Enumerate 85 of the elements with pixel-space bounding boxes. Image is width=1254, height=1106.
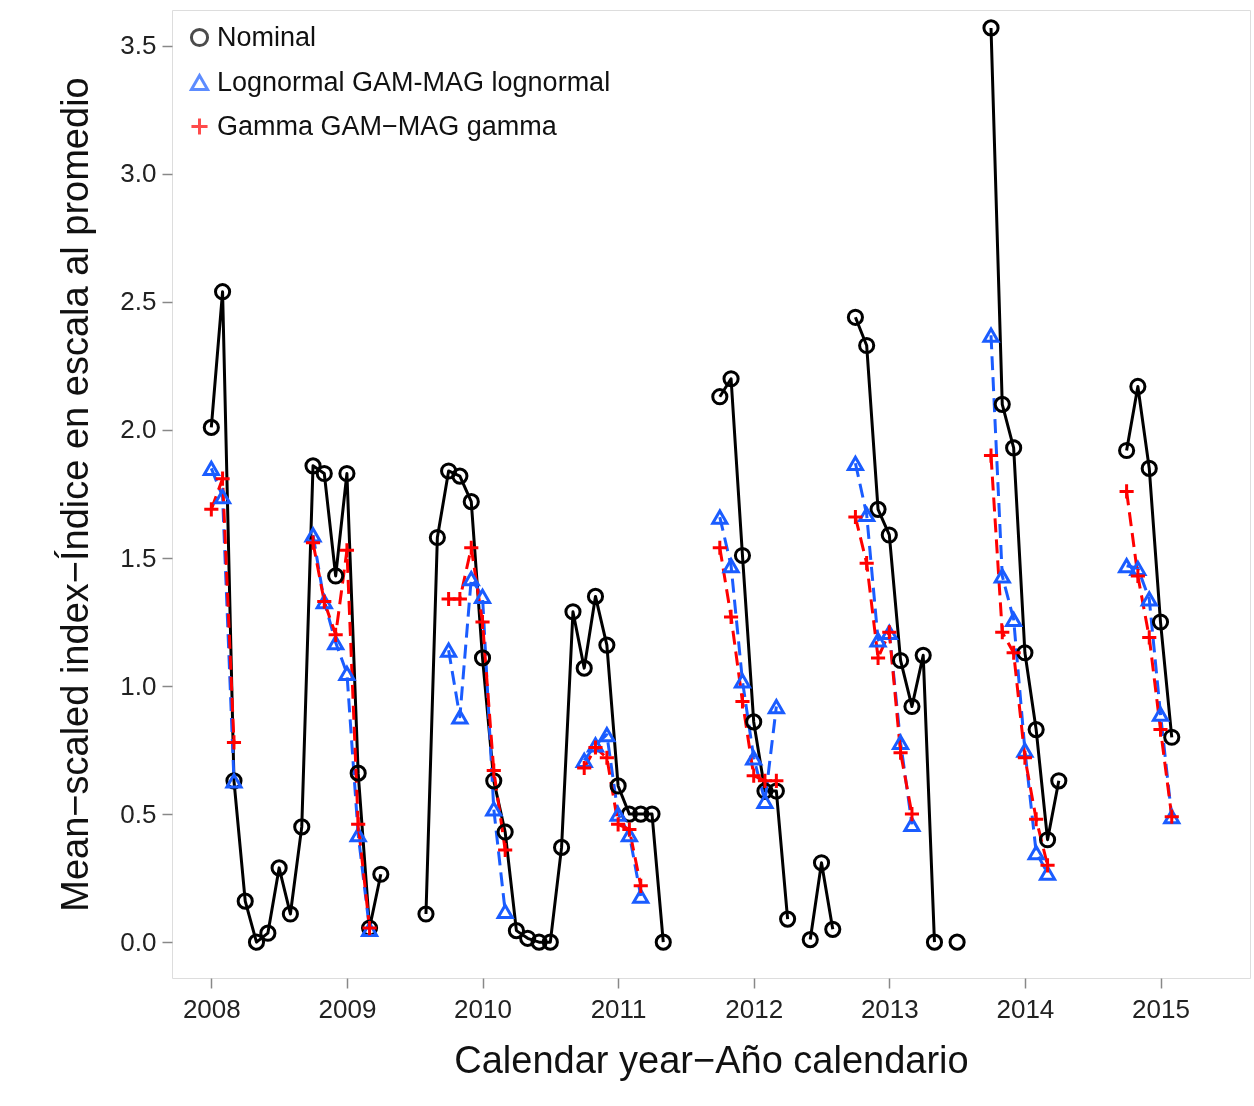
point (846, 455, 864, 471)
point (202, 460, 220, 477)
legend-label: Gamma GAM−MAG gamma (217, 110, 558, 141)
point (473, 588, 492, 605)
point (733, 673, 752, 689)
point (1129, 567, 1147, 585)
point (1038, 856, 1057, 874)
x-tick-label: 2015 (1132, 993, 1190, 1024)
point (598, 727, 616, 743)
point (214, 488, 232, 505)
point (1151, 721, 1170, 739)
point (214, 470, 232, 488)
point (711, 509, 729, 525)
point (440, 642, 458, 658)
y-tick-label: 0.0 (120, 926, 157, 957)
point (451, 590, 469, 608)
point (338, 665, 356, 681)
point (993, 568, 1011, 584)
point (473, 613, 492, 631)
legend-label: Lognormal GAM-MAG lognormal (217, 66, 611, 97)
point (722, 608, 740, 626)
point (903, 805, 921, 823)
point (767, 772, 785, 790)
point (733, 692, 752, 710)
x-axis-title: Calendar year−Año calendario (454, 1038, 969, 1081)
point (462, 570, 480, 587)
x-tick-label: 2010 (454, 993, 512, 1024)
point (451, 709, 469, 725)
point (496, 903, 514, 920)
point (745, 750, 763, 766)
point (858, 506, 876, 523)
x-tick-label: 2014 (996, 993, 1055, 1024)
point (202, 500, 220, 518)
point (891, 734, 910, 751)
y-tick-label: 3.0 (120, 158, 157, 189)
point (598, 749, 616, 767)
point (869, 632, 887, 648)
point (982, 327, 1000, 343)
y-tick-label: 1.5 (120, 542, 157, 573)
point (982, 447, 1000, 465)
y-tick-label: 1.0 (120, 670, 157, 701)
point (1140, 591, 1158, 607)
point (1005, 611, 1023, 628)
point (225, 733, 243, 751)
x-tick-label: 2012 (725, 993, 784, 1024)
point (462, 539, 480, 557)
y-tick-label: 3.5 (120, 30, 157, 61)
x-tick-label: 2013 (860, 993, 919, 1024)
point (327, 626, 345, 644)
point (1027, 810, 1045, 828)
point (485, 762, 503, 780)
point (632, 877, 650, 895)
point (1027, 844, 1045, 861)
legend-label: Nominal (217, 21, 317, 52)
point (349, 815, 367, 833)
point (858, 554, 876, 572)
point (722, 558, 740, 574)
y-tick-label: 2.5 (120, 286, 157, 317)
point (993, 623, 1011, 641)
point (485, 801, 503, 817)
point (1151, 706, 1170, 722)
y-tick-label: 0.5 (120, 798, 157, 829)
point (575, 752, 593, 768)
x-tick-label: 2008 (182, 993, 241, 1024)
point (609, 806, 627, 822)
y-axis-title: Mean−scaled index−Índice en escala al promedio (54, 77, 97, 912)
y-tick-label: 2.0 (120, 414, 157, 445)
point (1118, 558, 1136, 574)
point (304, 534, 322, 552)
point (891, 744, 910, 762)
point (767, 698, 785, 715)
point (575, 759, 593, 777)
point (496, 841, 514, 859)
x-tick-label: 2009 (318, 993, 377, 1024)
x-tick-label: 2011 (590, 993, 647, 1024)
point (869, 649, 887, 667)
point (756, 793, 774, 809)
point (1118, 482, 1136, 501)
point (338, 541, 356, 559)
point (711, 539, 729, 557)
point (586, 738, 605, 757)
point (1140, 628, 1158, 646)
point (1016, 749, 1034, 767)
point (846, 508, 864, 526)
point (1005, 644, 1023, 662)
